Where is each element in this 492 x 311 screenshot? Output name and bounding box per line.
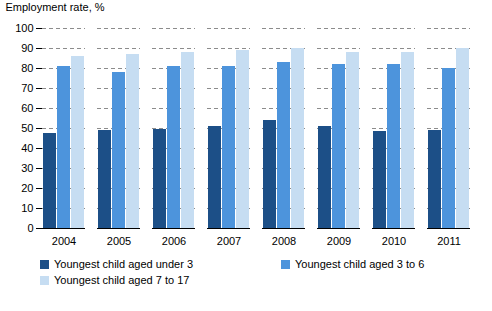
svg-text:80: 80: [21, 62, 33, 74]
svg-text:2007: 2007: [217, 235, 241, 247]
html-text:Youngest child aged 7 to 17: Youngest child aged 7 to 17: [54, 274, 190, 286]
html-text:Youngest child aged 3 to 6: Youngest child aged 3 to 6: [295, 258, 425, 270]
html-text:Youngest child aged under 3: Youngest child aged under 3: [54, 258, 193, 270]
svg-text:2009: 2009: [327, 235, 351, 247]
svg-text:2011: 2011: [437, 235, 461, 247]
svg-text:2004: 2004: [52, 235, 76, 247]
svg-text:60: 60: [21, 102, 33, 114]
svg-text:90: 90: [21, 42, 33, 54]
svg-text:2010: 2010: [382, 235, 406, 247]
svg-text:70: 70: [21, 82, 33, 94]
svg-text:2006: 2006: [162, 235, 186, 247]
svg-text:20: 20: [21, 182, 33, 194]
svg-text:50: 50: [21, 122, 33, 134]
svg-text:30: 30: [21, 162, 33, 174]
svg-text:2005: 2005: [107, 235, 131, 247]
svg-text:2008: 2008: [272, 235, 296, 247]
svg-text:10: 10: [21, 202, 33, 214]
svg-text:0: 0: [27, 222, 33, 234]
svg-text:40: 40: [21, 142, 33, 154]
svg-text:100: 100: [15, 22, 33, 34]
svg-text:Employment rate, %: Employment rate, %: [6, 1, 105, 13]
